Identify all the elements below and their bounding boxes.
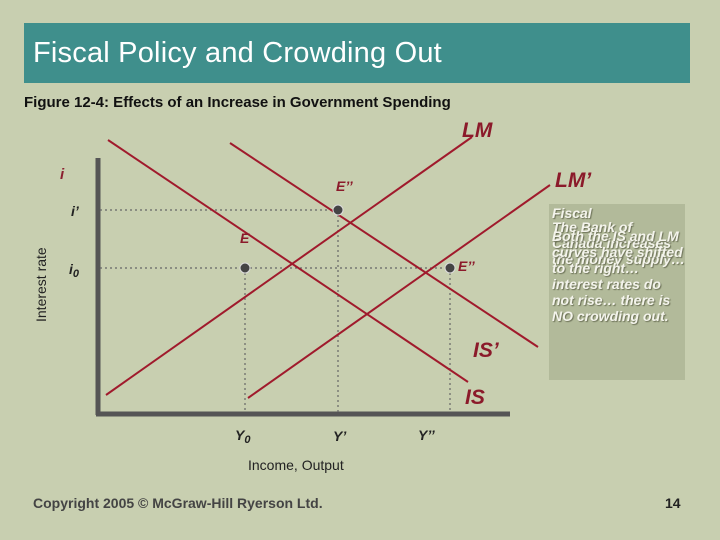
output-label-y-double-prime: Y’’	[418, 427, 436, 443]
rate-label-i0-main: i	[69, 261, 74, 277]
rate-label-i0-sub: 0	[73, 268, 80, 280]
curve-label-is: IS	[465, 386, 485, 409]
point-label-e-double-prime-right: E’’	[458, 258, 476, 274]
output-label-y0-sub: 0	[244, 434, 251, 446]
equilibrium-point-e-double-prime-right	[444, 262, 456, 274]
is-prime-curve	[229, 142, 539, 348]
lm-curve	[105, 136, 473, 396]
rate-label-i-prime: i’	[71, 203, 80, 219]
page-number: 14	[665, 495, 681, 511]
figure-caption: Figure 12-4: Effects of an Increase in G…	[24, 94, 451, 111]
rate-label-i: i	[60, 166, 65, 183]
copyright-notice: Copyright 2005 © McGraw-Hill Ryerson Ltd…	[33, 495, 323, 511]
lm-prime-curve	[247, 184, 551, 399]
output-label-y0-main: Y	[235, 427, 246, 443]
curve-label-lm: LM	[462, 119, 493, 142]
note-fiscal: Fiscal	[552, 205, 592, 221]
output-label-y-prime: Y’	[333, 428, 347, 444]
curve-label-is-prime: IS’	[473, 339, 500, 362]
slide-title: Fiscal Policy and Crowding Out	[33, 37, 442, 69]
y-axis-label: Interest rate	[33, 247, 49, 322]
equilibrium-point-e-double-prime-top	[332, 204, 344, 216]
note-bank-of-canada: The Bank of Canada increases the money s…	[552, 219, 686, 267]
title-bar: Fiscal Policy and Crowding Out	[24, 23, 690, 83]
note-curves-shifted: Both the IS and LM curves have shifted t…	[552, 228, 683, 324]
point-label-e-double-prime-top: E’’	[336, 178, 354, 194]
annotation-box	[549, 204, 685, 380]
is-curve	[107, 139, 469, 383]
point-label-e: E	[240, 230, 250, 246]
rate-label-i0: i0	[69, 261, 80, 280]
output-label-y0: Y0	[235, 427, 251, 446]
curve-label-lm-prime: LM’	[555, 169, 592, 192]
equilibrium-point-e	[239, 262, 251, 274]
x-axis-label: Income, Output	[248, 457, 344, 473]
